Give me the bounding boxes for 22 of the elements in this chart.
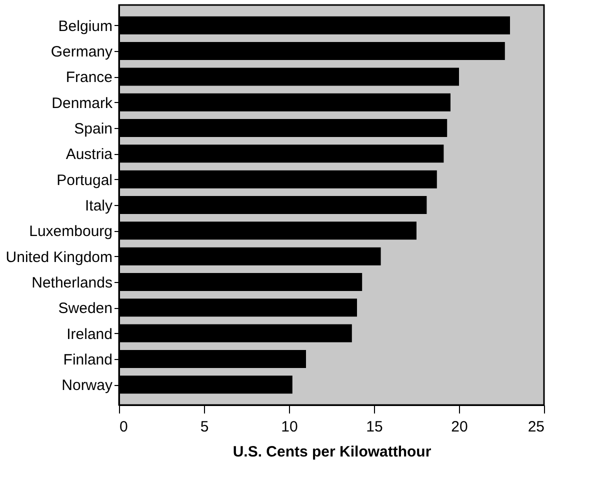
y-tick-label: Netherlands [32, 274, 112, 292]
y-tick-label: Italy [84, 198, 113, 214]
y-tick-label: Germany [50, 44, 113, 61]
x-tick-label: 20 [451, 418, 468, 436]
y-tick-label: Spain [74, 120, 112, 138]
y-tick-label: Sweden [58, 300, 112, 318]
y-tick-label: Belgium [58, 18, 112, 35]
y-tick-label: Norway [62, 377, 113, 394]
x-tick-label: 5 [200, 418, 209, 436]
x-axis-title: U.S. Cents per Kilowatthour [232, 444, 432, 460]
x-tick-label: 15 [366, 418, 383, 436]
y-tick-label: Denmark [52, 94, 113, 112]
y-tick-label: Austria [66, 146, 114, 164]
y-tick-label: Portugal [56, 172, 112, 189]
x-tick-label: 10 [281, 418, 298, 436]
y-tick-label: United Kingdom [6, 248, 112, 266]
x-tick-label: 0 [120, 418, 128, 436]
x-tick-label: 25 [528, 418, 544, 436]
y-tick-label: Finland [63, 351, 112, 368]
y-tick-label: France [66, 69, 112, 86]
y-tick-label: Ireland [66, 326, 112, 343]
y-tick-label: Luxembourg [29, 223, 112, 240]
